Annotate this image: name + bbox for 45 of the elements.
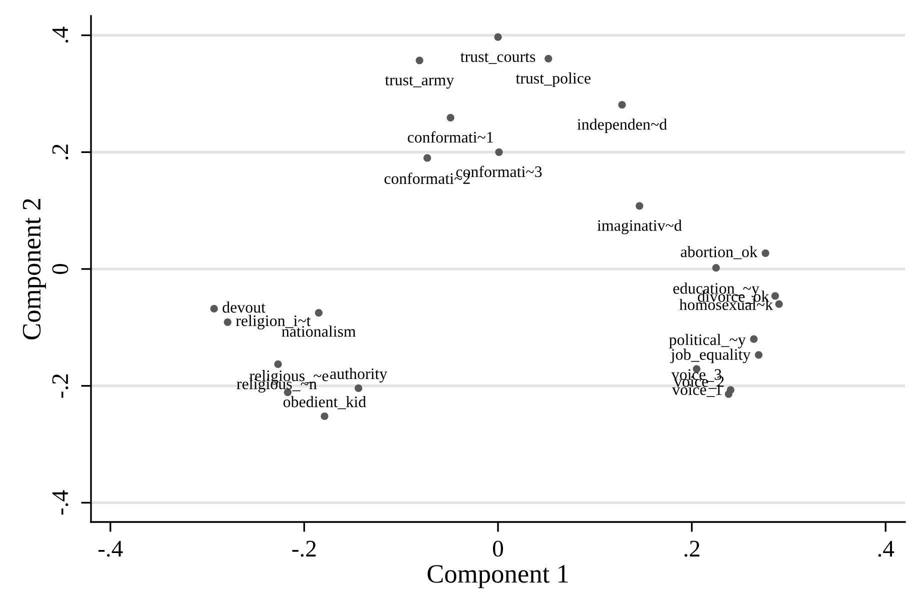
- annotation: trust_police: [516, 72, 591, 87]
- annotation: imaginativ~d: [597, 220, 682, 234]
- point: [495, 148, 503, 156]
- y-tick-label: -.4: [52, 490, 68, 515]
- y-tick-label: .2: [52, 144, 68, 160]
- point: [224, 318, 232, 326]
- point: [762, 249, 770, 258]
- x-tick-label: .4: [878, 540, 894, 557]
- point: [771, 292, 779, 300]
- x-tick-label: -.2: [292, 540, 316, 557]
- point: [754, 351, 762, 359]
- point: [354, 384, 362, 392]
- point: [314, 309, 323, 317]
- annotation: political_~y: [669, 334, 746, 348]
- annotation: devout: [222, 301, 266, 313]
- annotation: authority: [330, 368, 388, 382]
- point: [724, 390, 732, 398]
- point: [636, 202, 644, 210]
- annotation: trust_courts: [460, 52, 536, 64]
- x-tick-label: 0: [492, 540, 504, 557]
- y-tick-label: -.2: [52, 374, 68, 398]
- annotation: obedient_kid: [283, 396, 366, 410]
- y-axis-title: Component 2: [22, 198, 46, 340]
- x-axis-title: Component 1: [428, 565, 568, 588]
- point: [494, 33, 502, 41]
- point: [320, 412, 328, 420]
- point: [544, 54, 552, 62]
- annotation: conformati~1: [408, 131, 493, 143]
- point: [210, 304, 218, 313]
- y-tick-label: 0: [52, 264, 68, 274]
- annotation: abortion_ok: [680, 246, 758, 260]
- point: [775, 300, 783, 308]
- point: [750, 335, 758, 343]
- annotation: trust_army: [385, 76, 454, 89]
- y-tick-label: .4: [52, 26, 68, 43]
- annotation: job_equality: [670, 348, 751, 364]
- point: [618, 101, 626, 109]
- point: [446, 114, 454, 122]
- x-tick-label: .2: [684, 540, 700, 557]
- point: [423, 154, 432, 162]
- x-tick-label: -.4: [98, 540, 123, 557]
- point: [712, 264, 720, 272]
- annotation: independen~d: [577, 118, 667, 134]
- point: [416, 56, 424, 64]
- point: [274, 360, 282, 368]
